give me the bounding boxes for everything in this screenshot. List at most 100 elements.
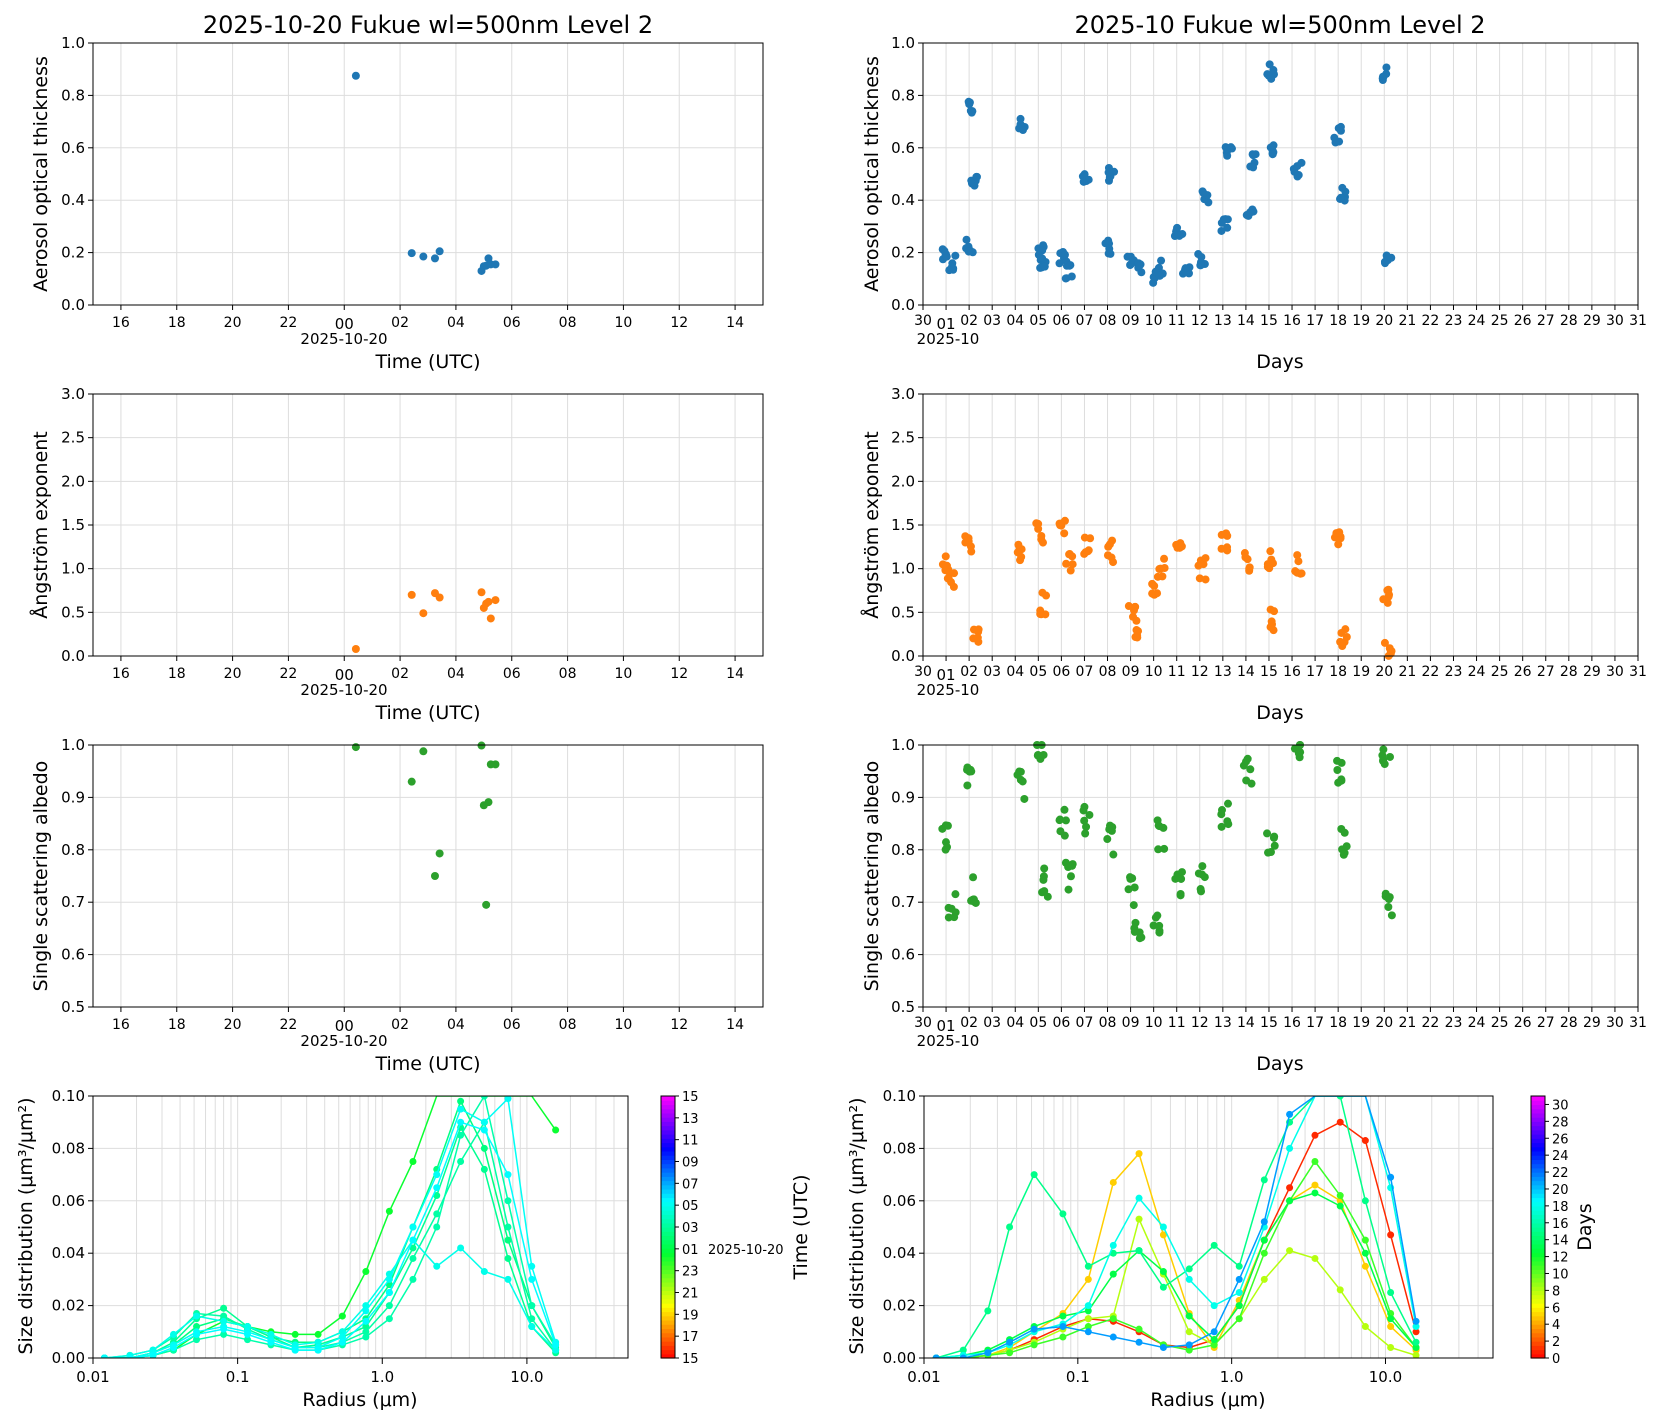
psd-month-series-point (1412, 1351, 1420, 1358)
ssa-month-date-label: 2025-10 (917, 1032, 980, 1050)
ssa-month-xtick-label: 16 (1283, 1015, 1301, 1031)
ae-month-xtick-label: 04 (1006, 664, 1024, 680)
ae-month-point (1153, 572, 1162, 581)
aot-month-point (1221, 143, 1230, 152)
ae-day-points (351, 588, 500, 654)
aot-month-point (1175, 231, 1184, 240)
psd-day-series-point (362, 1333, 370, 1341)
ae-day-point (491, 596, 500, 605)
psd-day-colorbar-tick: 13 (682, 1112, 699, 1127)
psd-month-series-point (1260, 1275, 1268, 1283)
psd-month-xtick-label: 0.1 (1066, 1368, 1090, 1386)
psd-month-series-point (1135, 1338, 1143, 1346)
ae-month-point (1132, 616, 1141, 625)
aot-month-xtick-label: 22 (1422, 313, 1440, 329)
psd-month-colorbar-tick: 4 (1552, 1318, 1560, 1333)
aot-month-point (1154, 263, 1163, 272)
ssa-day-xticks: 16 18 20 22 00 02 04 06 08 10 12 14 (112, 1007, 744, 1035)
psd-day-series-point (528, 1262, 536, 1270)
ssa-month-ytick-label: 0.6 (891, 946, 915, 964)
psd-month-series-point (1109, 1241, 1117, 1249)
ssa-month-xtick-label: 18 (1329, 1015, 1347, 1031)
psd-day-series-point (528, 1315, 536, 1323)
ssa-month-ytick-label: 0.5 (891, 998, 915, 1016)
psd-month-series-point (1084, 1262, 1092, 1270)
ssa-day-point (435, 849, 444, 858)
psd-month-ytick-label: 0.00 (883, 1349, 916, 1367)
ssa-month-point (1266, 848, 1275, 857)
ssa-month-point (1269, 833, 1278, 842)
psd-day-series-line (104, 1096, 557, 1358)
ae-day-point (419, 609, 428, 618)
aot-day-date-label: 2025-10-20 (300, 330, 387, 348)
aot-month-point (948, 259, 957, 268)
ssa-day-xtick-label: 00 (335, 1017, 354, 1035)
ssa-month-point (1103, 835, 1112, 844)
psd-month-series-point (1185, 1312, 1193, 1320)
ssa-month-xtick-label: 09 (1122, 1015, 1140, 1031)
ae-month-xtick-label: 08 (1099, 664, 1117, 680)
ssa-month-point (1270, 841, 1279, 850)
ssa-month-point (1126, 874, 1135, 883)
ssa-month-point (1218, 806, 1227, 815)
ssa-month-point (1387, 911, 1396, 920)
ssa-month-xtick-label: 17 (1306, 1015, 1324, 1031)
psd-month-series-point (1361, 1323, 1369, 1331)
ssa-month-point (950, 913, 959, 922)
ae-day-ytick-label: 3.0 (61, 385, 85, 403)
aot-month-point (1065, 261, 1074, 270)
ssa-month-xtick-label: 08 (1099, 1015, 1117, 1031)
aot-month-point (972, 172, 981, 181)
psd-month-colorbar-label: Days (1574, 1203, 1596, 1250)
aot-month-xtick-label: 29 (1583, 313, 1601, 329)
psd-month-series-point (1159, 1223, 1167, 1231)
psd-day-series-point (291, 1346, 299, 1354)
psd-month-series-point (1030, 1341, 1038, 1349)
psd-month-colorbar-tick: 10 (1552, 1267, 1569, 1282)
psd-month-series-point (1210, 1341, 1218, 1349)
psd-month-yticks: 0.00 0.02 0.04 0.06 0.08 0.10 (883, 1087, 924, 1367)
aot-month-point (1104, 168, 1113, 177)
aot-month-xtick-label: 14 (1237, 313, 1255, 329)
ae-month-point (1383, 598, 1392, 607)
ae-month-yticks: 0.0 0.5 1.0 1.5 2.0 2.5 3.0 (891, 385, 923, 665)
ssa-month-xtick-label: 27 (1537, 1015, 1555, 1031)
psd-month-series-point (1387, 1344, 1395, 1352)
panel-ssa-month: 30 01 02 03 04 05 06 07 08 09 10 11 12 13 14 15 16 17 18 19… (861, 736, 1647, 1075)
ae-day-yticks: 0.0 0.5 1.0 1.5 2.0 2.5 3.0 (61, 385, 93, 665)
aot-month-xtick-label: 25 (1491, 313, 1509, 329)
psd-day-series-point (528, 1323, 536, 1331)
ae-month-xtick-label: 02 (960, 664, 978, 680)
psd-day-series-point (552, 1341, 560, 1349)
psd-day-colorbar-tick: 21 (682, 1287, 699, 1302)
psd-month-series-point (1387, 1173, 1395, 1181)
psd-month-series-point (1059, 1312, 1067, 1320)
psd-month-colorbar-tick: 0 (1552, 1352, 1560, 1367)
aot-month-xtick-label: 06 (1052, 313, 1070, 329)
psd-month-series-point (1361, 1236, 1369, 1244)
psd-month-series-line (936, 1096, 1417, 1358)
ssa-month-xtick-label: 24 (1468, 1015, 1486, 1031)
aot-month-point (962, 235, 971, 244)
ssa-month-point (1198, 862, 1207, 871)
ssa-month-point (1040, 864, 1049, 873)
panel-ae-day: 16 18 20 22 00 02 04 06 08 10 12 14 0.0 0.5 1.0 1.5 2.0… (29, 385, 764, 724)
ae-month-xtick-label: 12 (1191, 664, 1209, 680)
psd-day-series-point (338, 1338, 346, 1346)
aot-month-point (1249, 151, 1258, 160)
ssa-month-point (970, 897, 979, 906)
ssa-month-xtick-label: 10 (1145, 1015, 1163, 1031)
ssa-month-point (1060, 805, 1069, 814)
psd-month-series-point (932, 1354, 940, 1358)
aot-month-point (1040, 262, 1049, 271)
psd-day-series-point (314, 1338, 322, 1346)
ssa-month-point (1160, 844, 1169, 853)
ssa-month-point (1081, 829, 1090, 838)
psd-day-series-point (362, 1328, 370, 1336)
psd-day-series-point (480, 1118, 488, 1126)
ssa-month-point (1197, 887, 1206, 896)
aot-month-points (938, 60, 1396, 287)
ae-month-xtick-label: 23 (1445, 664, 1463, 680)
aot-day-ylabel: Aerosol optical thickness (30, 56, 52, 292)
